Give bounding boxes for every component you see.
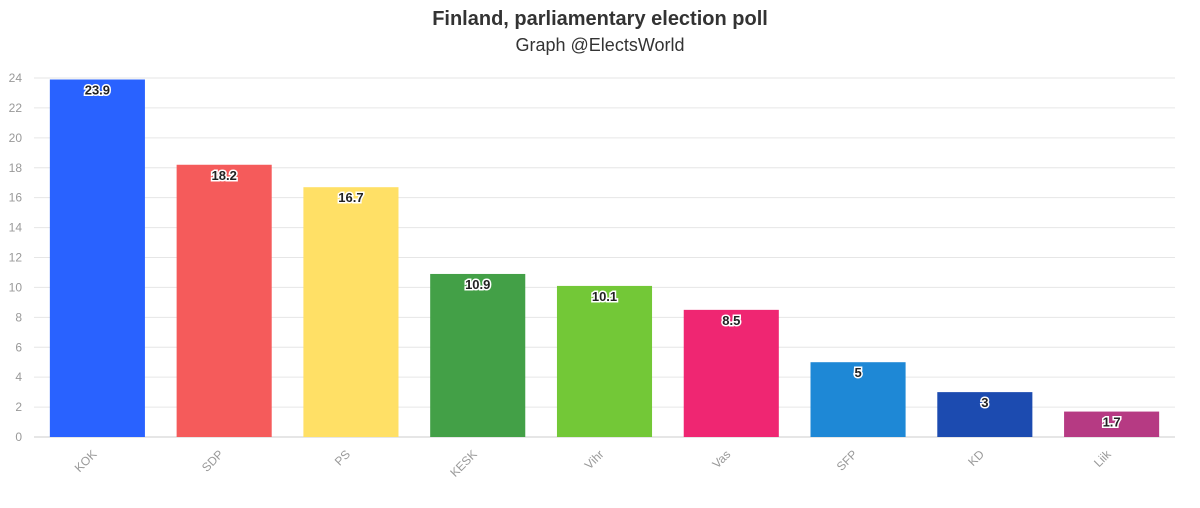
y-tick-label: 20 — [9, 131, 23, 145]
data-label-kesk: 10.9 — [465, 277, 490, 292]
chart-subtitle: Graph @ElectsWorld — [515, 35, 685, 55]
x-tick-label: KD — [965, 447, 987, 469]
x-tick-label: Vihr — [582, 447, 607, 472]
y-tick-label: 24 — [9, 71, 23, 85]
x-tick-label: KESK — [447, 447, 480, 480]
bar-liik — [1064, 411, 1160, 437]
x-tick-label: KOK — [72, 447, 100, 475]
data-label-vihr: 10.1 — [592, 289, 617, 304]
data-label-vas: 8.5 — [722, 313, 740, 328]
data-label-kd: 3 — [981, 395, 988, 410]
bar-sdp — [176, 164, 272, 437]
data-label-sdp: 18.2 — [212, 168, 237, 183]
bar-sfp — [810, 362, 906, 437]
y-tick-label: 22 — [9, 101, 23, 115]
x-tick-label: SFP — [834, 447, 860, 473]
y-tick-label: 16 — [9, 191, 23, 205]
y-tick-label: 14 — [9, 221, 23, 235]
x-tick-label: Vas — [710, 447, 734, 471]
y-tick-label: 4 — [15, 370, 22, 384]
bar-vihr — [556, 285, 653, 437]
y-tick-label: 2 — [15, 400, 22, 414]
bar-kok — [49, 79, 145, 437]
x-tick-label: SDP — [199, 447, 226, 474]
x-axis: KOK SDP PS KESK Vihr Vas SFP KD Liik — [72, 447, 1115, 480]
y-tick-label: 0 — [15, 430, 22, 444]
bar-kesk — [430, 273, 526, 437]
x-tick-label: Liik — [1091, 447, 1114, 470]
bars — [49, 79, 1160, 437]
bar-ps — [303, 187, 399, 437]
y-tick-label: 10 — [9, 280, 23, 294]
y-tick-label: 8 — [15, 310, 22, 324]
bar-kd — [937, 392, 1033, 437]
y-tick-label: 6 — [15, 340, 22, 354]
x-tick-label: PS — [332, 447, 353, 468]
data-label-liik: 1.7 — [1103, 415, 1121, 430]
data-label-kok: 23.9 — [85, 82, 110, 97]
chart-title: Finland, parliamentary election poll — [432, 8, 768, 30]
data-label-ps: 16.7 — [338, 190, 363, 205]
y-tick-label: 12 — [9, 251, 23, 265]
data-labels: 23.9 18.2 16.7 10.9 10.1 8.5 5 3 1.7 — [83, 81, 1122, 431]
bar-vas — [683, 309, 779, 437]
data-label-sfp: 5 — [854, 365, 861, 380]
y-tick-label: 18 — [9, 161, 23, 175]
